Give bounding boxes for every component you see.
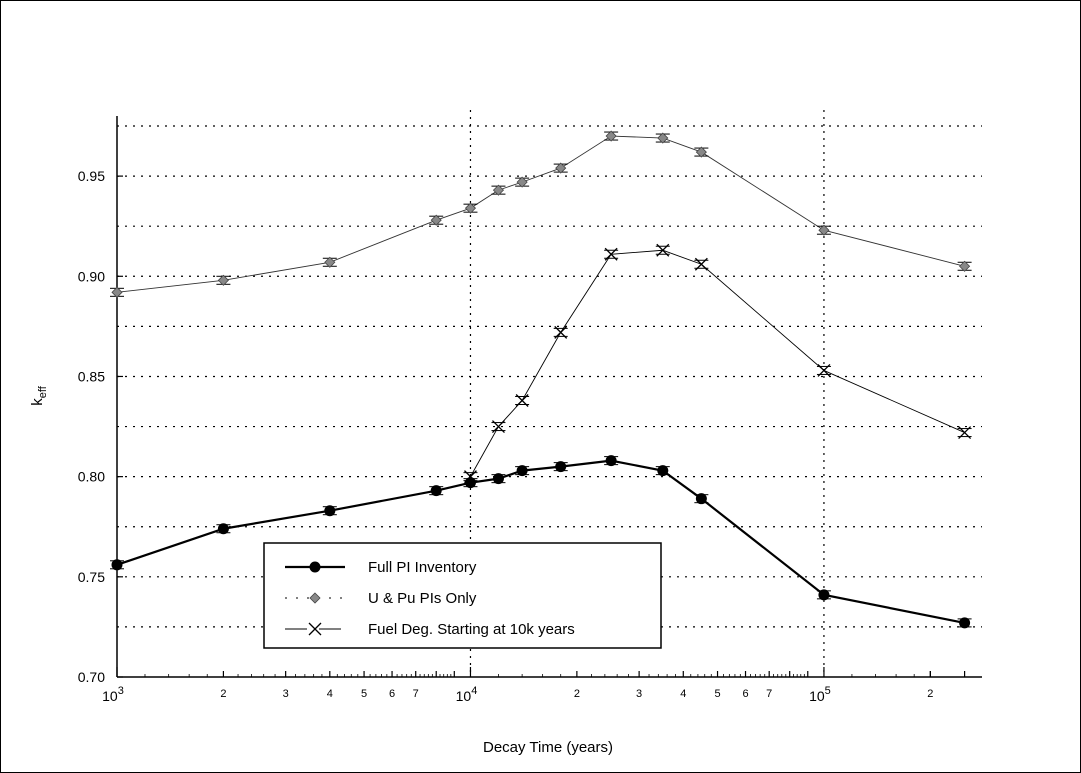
data-point-circle: [516, 465, 528, 477]
series-line: [470, 249, 965, 477]
data-point-x: [554, 325, 568, 339]
data-point-x: [515, 394, 529, 407]
x-tick-label-exponent: 4: [471, 685, 477, 697]
data-point-circle: [695, 493, 707, 505]
series-x: [463, 243, 972, 484]
x-minor-tick-label: 6: [742, 688, 748, 700]
data-point-x: [958, 426, 972, 440]
data-point-diamond: [818, 224, 830, 236]
x-minor-tick-label: 5: [361, 688, 367, 700]
y-axis-title-main: k: [29, 398, 46, 406]
axes: [116, 116, 982, 678]
legend-label: Fuel Deg. Starting at 10k years: [368, 621, 575, 638]
data-point-circle: [324, 505, 336, 517]
x-minor-tick-label: 2: [220, 688, 226, 700]
x-minor-tick-label: 6: [389, 688, 395, 700]
data-point-diamond: [324, 256, 336, 268]
x-tick-label-base: 10: [809, 688, 825, 704]
data-point-diamond: [605, 130, 617, 142]
data-point-x: [464, 470, 477, 484]
x-minor-tick-label: 3: [636, 688, 642, 700]
x-tick-label-base: 10: [456, 688, 472, 704]
data-point-x: [817, 363, 831, 377]
data-point-circle: [818, 589, 830, 601]
data-point-circle: [309, 561, 321, 573]
x-axis-title: Decay Time (years): [483, 739, 613, 756]
data-point-diamond: [695, 146, 707, 158]
data-point-x: [694, 257, 708, 271]
legend: Full PI Inventory U & Pu PIs Only Fuel Deg…: [263, 542, 662, 649]
data-point-diamond: [464, 202, 477, 214]
series-layer: [110, 130, 972, 629]
data-point-diamond: [657, 132, 669, 144]
data-point-diamond: [555, 162, 567, 174]
data-point-circle: [555, 461, 567, 473]
legend-label: Full PI Inventory: [368, 559, 477, 576]
series-diamond: [110, 130, 972, 298]
y-tick-label: 0.75: [78, 569, 105, 585]
data-point-diamond: [309, 592, 321, 604]
x-minor-tick-label: 2: [574, 688, 580, 700]
data-point-diamond: [217, 274, 229, 286]
data-point-x: [308, 622, 322, 636]
x-tick-label: 103: [102, 685, 124, 704]
series-circle: [110, 455, 972, 629]
legend-item: Fuel Deg. Starting at 10k years: [285, 621, 575, 638]
y-tick-label: 0.80: [78, 469, 105, 485]
data-point-diamond: [111, 286, 123, 298]
legend-item: U & Pu PIs Only: [285, 590, 477, 607]
x-tick-label: 104: [456, 685, 478, 704]
data-point-circle: [492, 473, 504, 485]
data-point-circle: [464, 477, 476, 489]
x-minor-tick-label: 4: [327, 688, 333, 700]
data-point-diamond: [430, 214, 442, 226]
grid-lines: [117, 110, 982, 677]
data-point-circle: [605, 455, 617, 467]
y-tick-label: 0.90: [78, 268, 105, 284]
data-point-circle: [430, 485, 442, 497]
x-minor-tick-label: 4: [680, 688, 686, 700]
x-tick-label: 105: [809, 685, 831, 704]
x-minor-tick-label: 3: [283, 688, 289, 700]
legend-item: Full PI Inventory: [285, 559, 477, 576]
data-point-circle: [959, 617, 971, 629]
data-point-circle: [111, 559, 123, 571]
x-tick-label-exponent: 5: [825, 685, 831, 697]
x-minor-tick-label: 5: [714, 688, 720, 700]
x-tick-label-exponent: 3: [118, 685, 124, 697]
x-minor-tick-label: 7: [766, 688, 772, 700]
y-tick-label: 0.70: [78, 669, 105, 685]
y-tick-label: 0.95: [78, 168, 105, 184]
x-tick-label-base: 10: [102, 688, 118, 704]
data-point-x: [604, 247, 618, 261]
legend-box: [263, 542, 662, 649]
data-point-x: [656, 243, 670, 257]
x-minor-tick-label: 2: [927, 688, 933, 700]
data-point-diamond: [959, 260, 971, 272]
data-point-diamond: [516, 176, 528, 188]
y-tick-label: 0.85: [78, 368, 105, 384]
data-point-diamond: [492, 184, 505, 196]
y-axis-title-sub: eff: [37, 385, 49, 398]
x-minor-tick-label: 7: [413, 688, 419, 700]
data-point-circle: [657, 465, 669, 477]
data-point-x: [492, 420, 505, 434]
legend-label: U & Pu PIs Only: [368, 590, 477, 607]
y-axis-title: keff: [29, 385, 49, 405]
series-line: [116, 135, 965, 293]
data-point-circle: [217, 523, 229, 535]
